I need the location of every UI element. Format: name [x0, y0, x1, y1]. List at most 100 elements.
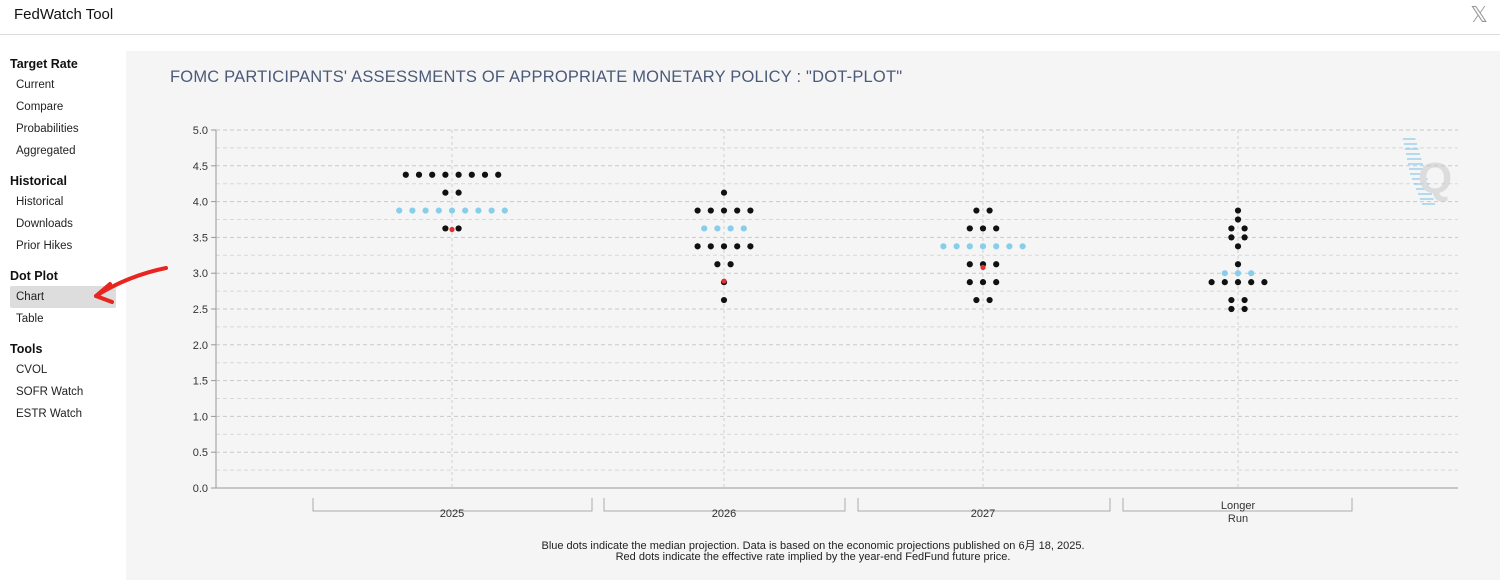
participant-dot	[993, 261, 1000, 268]
sidebar-item-cvol[interactable]: CVOL	[16, 364, 48, 376]
y-tick-label: 3.0	[193, 268, 208, 280]
median-dot	[714, 225, 721, 232]
participant-dot	[707, 243, 714, 250]
sidebar-item-historical[interactable]: Historical	[16, 196, 64, 208]
x-tick-label: 2025	[440, 508, 464, 520]
participant-dot	[1228, 234, 1235, 241]
section-title-tools: Tools	[10, 342, 43, 356]
median-dot	[435, 207, 442, 214]
median-dot	[701, 225, 708, 232]
median-dot	[966, 243, 973, 250]
chart-title: FOMC PARTICIPANTS' ASSESSMENTS OF APPROP…	[170, 68, 903, 86]
participant-dot	[986, 207, 993, 214]
participant-dot	[495, 171, 502, 178]
participant-dot	[1241, 225, 1248, 232]
participant-dot	[993, 279, 1000, 286]
sidebar-item-table[interactable]: Table	[16, 313, 44, 325]
x-tick-label: 2027	[971, 508, 995, 520]
sidebar-item-aggregated[interactable]: Aggregated	[16, 145, 76, 157]
participant-dot	[720, 296, 728, 304]
participant-dot	[993, 225, 1000, 232]
median-dot	[475, 207, 482, 214]
x-tick-label: Run	[1228, 513, 1248, 525]
participant-dot	[966, 225, 973, 232]
participant-dot	[966, 279, 973, 286]
median-dot	[1006, 243, 1013, 250]
median-dot	[422, 207, 429, 214]
participant-dot	[979, 279, 987, 286]
participant-dot	[1221, 279, 1228, 286]
median-dot	[940, 243, 947, 250]
participant-dot	[747, 243, 754, 250]
footnote-line-2: Red dots indicate the effective rate imp…	[615, 551, 1011, 563]
y-tick-label: 1.0	[193, 411, 208, 423]
sidebar-item-current[interactable]: Current	[16, 79, 55, 91]
participant-dot	[1234, 261, 1242, 268]
median-dot	[501, 207, 508, 214]
participant-dot	[694, 243, 701, 250]
median-dot	[1248, 270, 1255, 277]
y-tick-label: 4.5	[193, 161, 208, 173]
participant-dot	[455, 189, 462, 196]
footnote-line-1: Blue dots indicate the median projection…	[541, 540, 1085, 552]
participant-dot	[429, 171, 436, 178]
participant-dot	[1228, 296, 1235, 304]
median-dot	[462, 207, 469, 214]
y-tick-label: 0.5	[193, 447, 208, 459]
sidebar-item-estr-watch[interactable]: ESTR Watch	[16, 408, 83, 420]
x-tick-label: 2026	[712, 508, 736, 520]
participant-dot	[455, 171, 462, 178]
svg-text:Q: Q	[1418, 154, 1452, 203]
participant-dot	[1241, 296, 1248, 304]
participant-dot	[481, 171, 489, 178]
close-icon[interactable]: 𝕏	[1470, 2, 1488, 27]
category-bracket	[857, 498, 1111, 512]
annotation-arrow-icon	[94, 266, 168, 304]
dot-plot-chart: 0.0 0.5 1.0 1.5 2.0 2.5 3.0 3.5 4.0 4.5 5.0 2025 202…	[193, 125, 1458, 525]
y-tick-label: 1.5	[193, 376, 208, 388]
median-dot	[448, 207, 456, 214]
median-dot	[1019, 243, 1026, 250]
median-dot	[1221, 270, 1228, 277]
participant-dot	[714, 261, 721, 268]
section-title-historical: Historical	[10, 174, 67, 188]
y-tick-label: 2.0	[193, 340, 208, 352]
participant-dot	[720, 207, 728, 214]
x-tick-label: Longer	[1221, 500, 1256, 512]
sidebar-nav: Target Rate Current Compare Probabilities Ag…	[0, 52, 126, 425]
sidebar-item-probabilities[interactable]: Probabilities	[16, 123, 79, 135]
median-dot	[396, 207, 403, 214]
median-dot	[979, 243, 987, 250]
participant-dot	[734, 243, 741, 250]
participant-dot	[973, 296, 980, 304]
category-bracket	[1122, 498, 1353, 512]
participant-dot	[1248, 279, 1255, 286]
median-dot	[727, 225, 734, 232]
chart-panel: FOMC PARTICIPANTS' ASSESSMENTS OF APPROP…	[126, 51, 1500, 580]
participant-dot	[402, 171, 409, 178]
participant-dot	[720, 243, 728, 250]
section-title-target-rate: Target Rate	[10, 57, 78, 71]
y-tick-label: 4.0	[193, 197, 208, 209]
participant-dot	[747, 207, 754, 214]
median-dot	[993, 243, 1000, 250]
category-bracket	[603, 498, 846, 512]
participant-dot	[966, 261, 973, 268]
implied-rate-dot	[980, 264, 986, 271]
sidebar-item-chart[interactable]: Chart	[10, 286, 116, 308]
y-tick-label: 3.5	[193, 232, 208, 244]
participant-dot	[1241, 234, 1248, 241]
y-tick-label: 0.0	[193, 483, 208, 495]
sidebar-item-prior-hikes[interactable]: Prior Hikes	[16, 240, 73, 252]
participant-dot	[1234, 243, 1242, 250]
category-bracket	[312, 498, 593, 512]
median-dot	[409, 207, 416, 214]
participant-dot	[442, 171, 449, 178]
sidebar-item-sofr-watch[interactable]: SOFR Watch	[16, 386, 84, 398]
participant-dot	[1234, 216, 1242, 223]
participant-dot	[1208, 279, 1215, 286]
sidebar-item-compare[interactable]: Compare	[16, 101, 64, 113]
participant-dot	[1228, 305, 1235, 313]
participant-dot	[973, 207, 980, 214]
sidebar-item-downloads[interactable]: Downloads	[16, 218, 73, 230]
